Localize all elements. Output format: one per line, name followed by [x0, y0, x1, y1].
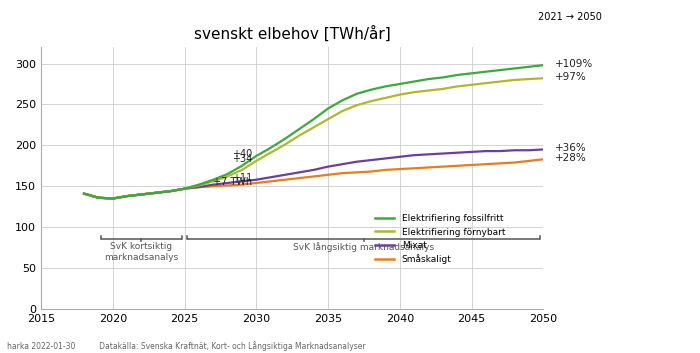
Text: 2021 → 2050: 2021 → 2050 — [538, 12, 601, 22]
Title: svenskt elbehov [TWh/år]: svenskt elbehov [TWh/år] — [194, 25, 391, 42]
Text: +11: +11 — [232, 173, 252, 183]
Text: harka 2022-01-30          Datakälla: Svenska Kraftnät, Kort- och Långsiktiga Mar: harka 2022-01-30 Datakälla: Svenska Kraf… — [7, 341, 365, 351]
Text: +36%: +36% — [555, 143, 587, 153]
Text: SvK kortsiktig
marknadsanalys: SvK kortsiktig marknadsanalys — [104, 242, 178, 262]
Text: +7 TWh: +7 TWh — [213, 177, 252, 187]
Text: +34: +34 — [232, 154, 252, 164]
Text: +40: +40 — [232, 149, 252, 158]
Text: +109%: +109% — [555, 59, 593, 68]
Text: +97%: +97% — [555, 72, 587, 82]
Text: +28%: +28% — [555, 152, 587, 163]
Legend: Elektrifiering fossilfritt, Elektrifiering förnybart, Mixat, Småskaligt: Elektrifiering fossilfritt, Elektrifieri… — [374, 214, 505, 264]
Text: SvK långsiktig marknadsanalys: SvK långsiktig marknadsanalys — [293, 242, 435, 252]
